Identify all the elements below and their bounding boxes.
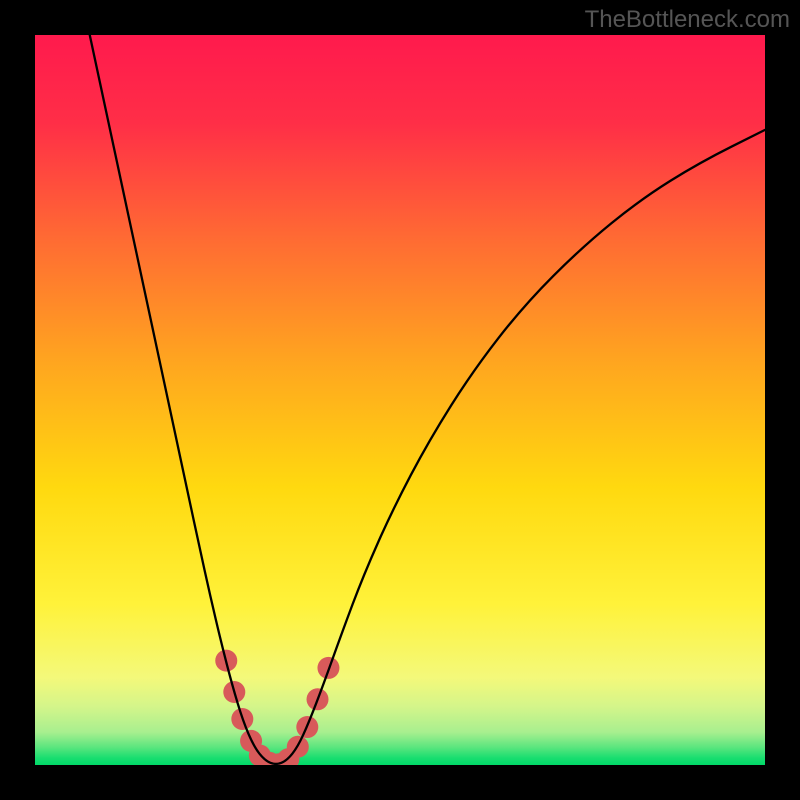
bottleneck-chart	[0, 0, 800, 800]
plot-gradient-background	[35, 35, 765, 765]
